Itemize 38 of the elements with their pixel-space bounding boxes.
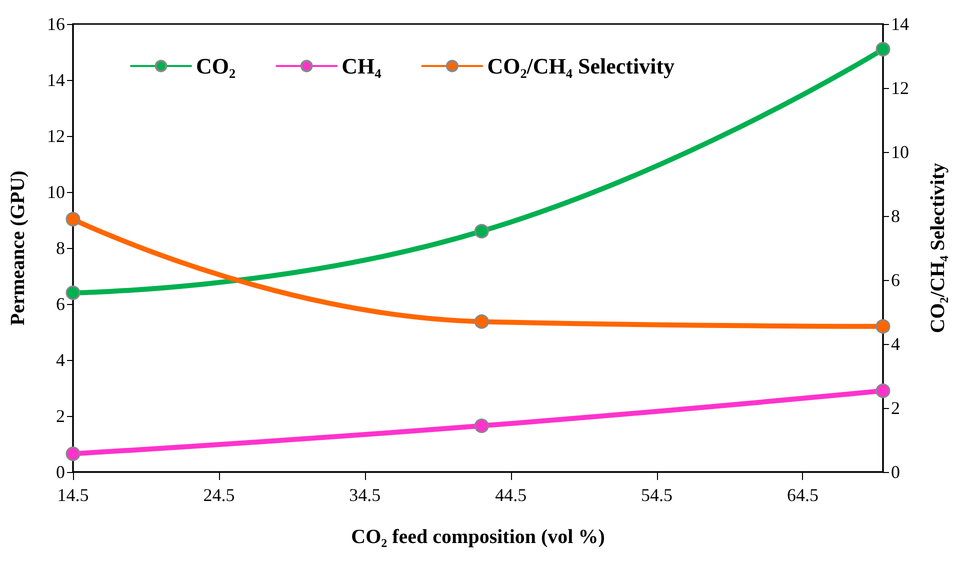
- y2-tick-label: 8: [891, 206, 900, 226]
- x-tick-label: 24.5: [203, 485, 235, 505]
- y2-tick-label: 6: [891, 270, 900, 290]
- y2-tick-label: 10: [891, 142, 909, 162]
- y-tick-label: 16: [47, 14, 65, 34]
- y-tick-label: 10: [47, 182, 65, 202]
- y-axis-title: Permeance (GPU): [7, 170, 29, 326]
- y-tick-label: 4: [56, 350, 65, 370]
- y2-tick-label: 14: [891, 14, 909, 34]
- y-tick-label: 14: [47, 70, 65, 90]
- point: [474, 224, 489, 238]
- legend-label: CH₄: [342, 54, 382, 78]
- point: [876, 42, 890, 56]
- y-tick-label: 12: [47, 126, 65, 146]
- point: [474, 418, 489, 434]
- x-tick-label: 34.5: [349, 485, 381, 505]
- y-tick-label: 2: [56, 406, 65, 426]
- x-tick-label: 44.5: [495, 485, 527, 505]
- x-axis-title: CO₂ feed composition (vol %): [351, 526, 605, 548]
- point: [474, 314, 489, 329]
- legend-label: CO₂: [196, 54, 236, 78]
- x-tick-label: 14.5: [57, 485, 89, 505]
- point: [66, 212, 80, 226]
- y2-tick-label: 2: [891, 398, 900, 418]
- point: [66, 446, 80, 462]
- point: [876, 384, 890, 398]
- y-tick-label: 6: [56, 294, 65, 314]
- x-tick-label: 54.5: [641, 485, 673, 505]
- y-tick-label: 0: [56, 462, 65, 482]
- point: [66, 286, 80, 300]
- y-tick-label: 8: [56, 238, 65, 258]
- y2-tick-label: 12: [891, 78, 909, 98]
- y2-tick-label: 4: [891, 334, 900, 354]
- point: [876, 319, 890, 334]
- x-tick-label: 64.5: [786, 485, 818, 505]
- legend-label: CO₂/CH₄ Selectivity: [487, 54, 675, 78]
- y2-axis-title: CO₂/CH₄ Selectivity: [927, 162, 949, 334]
- y2-tick-label: 0: [891, 462, 900, 482]
